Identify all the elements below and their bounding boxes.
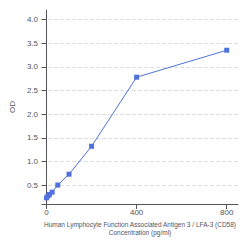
svg-text:2.5: 2.5 [27,86,39,95]
svg-text:1.5: 1.5 [27,133,39,142]
svg-text:2.0: 2.0 [27,110,39,119]
svg-text:OD: OD [8,101,17,113]
svg-text:400: 400 [130,208,144,217]
svg-text:4.0: 4.0 [27,15,39,24]
svg-text:3.5: 3.5 [27,39,39,48]
svg-text:3.0: 3.0 [27,62,39,71]
svg-text:1.0: 1.0 [27,157,39,166]
svg-text:0: 0 [44,208,49,217]
svg-text:0.5: 0.5 [27,181,39,190]
svg-text:Human Lymphocyte Function Asso: Human Lymphocyte Function Associated Ant… [44,221,236,229]
svg-text:Concentration (pg/ml): Concentration (pg/ml) [109,229,172,237]
svg-text:800: 800 [220,208,234,217]
